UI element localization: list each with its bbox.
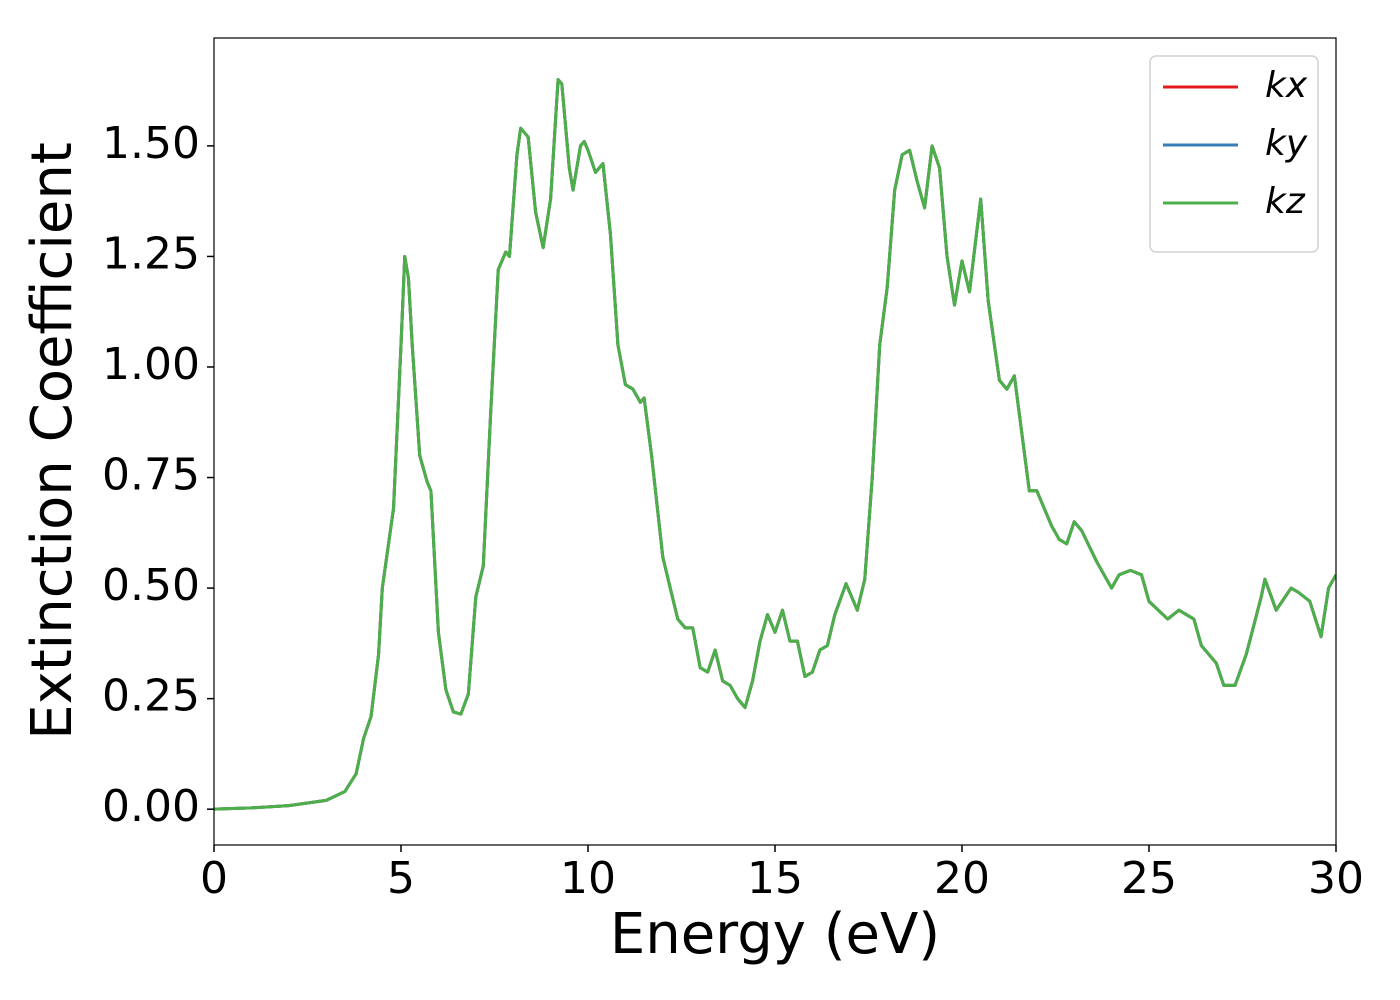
y-tick-label: 0.25 <box>102 671 200 722</box>
y-tick-label: 1.00 <box>102 339 200 390</box>
y-tick-label: 1.25 <box>102 228 200 279</box>
series-line <box>214 78 1336 811</box>
x-tick-label: 30 <box>1308 853 1364 904</box>
x-tick-label: 15 <box>747 853 803 904</box>
x-tick-label: 25 <box>1121 853 1177 904</box>
legend-label: kz <box>1265 181 1306 222</box>
y-tick-label: 0.75 <box>102 450 200 501</box>
x-tick-label: 20 <box>934 853 990 904</box>
legend-label: ky <box>1265 123 1308 164</box>
y-tick-label: 1.50 <box>102 118 200 169</box>
x-axis-label: Energy (eV) <box>610 902 940 967</box>
y-axis-label: Extinction Coefficient <box>20 142 85 740</box>
legend-label: kx <box>1265 65 1308 106</box>
x-tick-label: 0 <box>200 853 228 904</box>
plot-frame <box>213 37 1337 846</box>
y-tick-label: 0.00 <box>102 781 200 832</box>
y-tick-label: 0.50 <box>102 560 200 611</box>
x-tick-label: 10 <box>560 853 616 904</box>
x-tick-label: 5 <box>387 853 415 904</box>
